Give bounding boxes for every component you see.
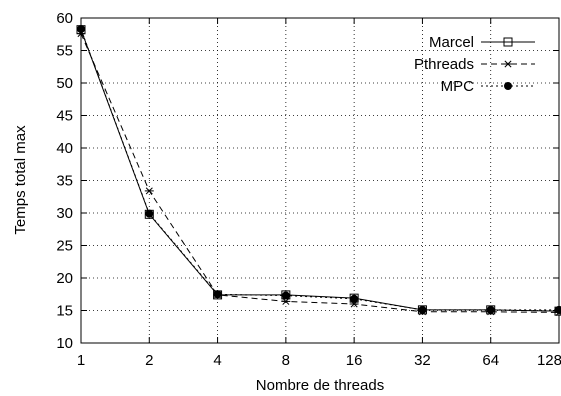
x-tick-label: 2	[145, 352, 153, 369]
y-tick-label: 15	[56, 303, 73, 320]
data-point-mpc	[145, 209, 154, 218]
data-point-mpc	[281, 291, 290, 300]
y-tick-label: 30	[56, 205, 73, 222]
y-tick-label: 10	[56, 335, 73, 352]
legend-item-pthreads: Pthreads	[414, 56, 535, 73]
y-tick-label: 60	[56, 10, 73, 27]
data-point-mpc	[486, 305, 495, 314]
marker-stroke	[145, 187, 153, 195]
data-point-mpc	[213, 290, 222, 299]
x-tick-label: 16	[346, 352, 363, 369]
marker-stroke	[504, 60, 512, 68]
y-tick-label: 45	[56, 108, 73, 125]
grid	[81, 18, 559, 343]
legend-item-mpc: MPC	[441, 78, 535, 95]
series-line-mpc	[80, 28, 559, 311]
x-tick-labels: 1 2 4 8 16 32 64 128	[77, 352, 561, 369]
y-tick-label: 35	[56, 173, 73, 190]
data-point-mpc	[418, 305, 427, 314]
y-tick-label: 50	[56, 75, 73, 92]
legend-swatch-marker	[504, 82, 512, 90]
data-point-mpc	[350, 294, 359, 303]
legend-label: MPC	[441, 78, 475, 95]
x-tick-label: 4	[213, 352, 221, 369]
series-pthreads	[76, 30, 561, 316]
legend-label: Marcel	[429, 34, 474, 51]
y-tick-label: 40	[56, 140, 73, 157]
series-line-marcel	[80, 29, 560, 312]
legend-swatch-marker	[503, 37, 513, 47]
x-tick-label: 8	[282, 352, 290, 369]
data-point-pthreads	[281, 297, 291, 305]
tick-marks	[80, 17, 560, 344]
data-point-mpc	[555, 305, 561, 314]
legend: Marcel Pthreads MPC	[414, 34, 535, 95]
x-tick-label: 32	[414, 352, 431, 369]
x-tick-label: 64	[482, 352, 499, 369]
x-tick-label: 1	[77, 352, 85, 369]
plot-frame	[80, 17, 560, 344]
x-axis-title: Nombre de threads	[256, 377, 384, 394]
y-axis-title: Temps total max	[12, 125, 29, 235]
marker-stroke	[282, 297, 290, 305]
series-line-pthreads	[80, 33, 560, 313]
legend-item-marcel: Marcel	[429, 34, 535, 51]
x-tick-label: 128	[537, 352, 561, 369]
series-mpc	[77, 25, 561, 314]
y-tick-label: 55	[56, 43, 73, 60]
y-tick-label: 25	[56, 238, 73, 255]
y-tick-label: 20	[56, 270, 73, 287]
legend-swatch-marker	[503, 60, 513, 68]
legend-label: Pthreads	[414, 56, 474, 73]
data-point-pthreads	[144, 187, 154, 195]
y-tick-labels: 10 15 20 25 30 35 40 45 50 55 60	[56, 10, 73, 352]
